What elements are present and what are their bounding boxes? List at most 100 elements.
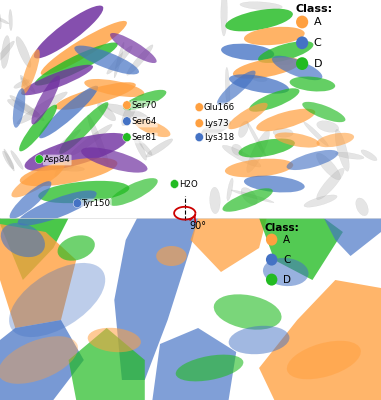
Ellipse shape xyxy=(287,150,338,170)
Ellipse shape xyxy=(11,162,65,198)
Ellipse shape xyxy=(122,98,137,126)
Ellipse shape xyxy=(19,105,57,151)
Text: 90°: 90° xyxy=(189,221,207,231)
Ellipse shape xyxy=(10,181,51,219)
Ellipse shape xyxy=(9,263,105,337)
Text: Tyr150: Tyr150 xyxy=(82,200,111,208)
Circle shape xyxy=(73,199,82,208)
Ellipse shape xyxy=(88,328,141,352)
Ellipse shape xyxy=(109,178,158,206)
Polygon shape xyxy=(259,218,343,280)
Ellipse shape xyxy=(31,76,60,124)
Ellipse shape xyxy=(146,139,173,157)
Ellipse shape xyxy=(34,6,103,58)
Ellipse shape xyxy=(304,122,328,146)
Ellipse shape xyxy=(231,190,274,203)
Ellipse shape xyxy=(0,16,9,24)
Ellipse shape xyxy=(3,151,14,169)
Circle shape xyxy=(195,103,203,112)
Ellipse shape xyxy=(223,188,273,212)
Ellipse shape xyxy=(14,80,29,88)
Ellipse shape xyxy=(221,0,227,36)
Text: A: A xyxy=(283,234,290,244)
Circle shape xyxy=(296,16,308,28)
Text: Ser64: Ser64 xyxy=(131,118,157,126)
Circle shape xyxy=(266,274,277,286)
Ellipse shape xyxy=(88,115,109,165)
Ellipse shape xyxy=(244,176,305,192)
Text: C: C xyxy=(314,38,321,48)
Circle shape xyxy=(123,133,131,142)
Ellipse shape xyxy=(123,90,166,110)
Ellipse shape xyxy=(58,235,95,261)
Ellipse shape xyxy=(17,92,67,124)
Ellipse shape xyxy=(247,130,270,172)
Ellipse shape xyxy=(52,165,74,171)
Ellipse shape xyxy=(41,21,127,75)
Ellipse shape xyxy=(1,36,10,68)
Ellipse shape xyxy=(56,130,80,150)
Text: Glu166: Glu166 xyxy=(204,104,235,112)
Ellipse shape xyxy=(0,41,14,63)
Ellipse shape xyxy=(98,103,116,121)
Ellipse shape xyxy=(256,109,315,131)
Ellipse shape xyxy=(214,294,282,330)
Ellipse shape xyxy=(176,355,243,381)
Ellipse shape xyxy=(201,120,231,136)
Ellipse shape xyxy=(59,102,109,154)
Ellipse shape xyxy=(11,150,23,170)
Polygon shape xyxy=(0,224,76,328)
Ellipse shape xyxy=(225,159,293,177)
Circle shape xyxy=(266,254,277,266)
Ellipse shape xyxy=(107,46,132,74)
Ellipse shape xyxy=(222,145,261,167)
Circle shape xyxy=(170,180,179,188)
Polygon shape xyxy=(114,218,198,380)
Ellipse shape xyxy=(225,67,230,110)
Ellipse shape xyxy=(105,104,149,120)
Polygon shape xyxy=(152,328,236,400)
Polygon shape xyxy=(0,320,84,400)
Ellipse shape xyxy=(229,326,290,354)
Ellipse shape xyxy=(317,133,354,147)
Polygon shape xyxy=(259,280,381,400)
Ellipse shape xyxy=(275,132,320,148)
Ellipse shape xyxy=(217,70,256,106)
Text: Ser70: Ser70 xyxy=(131,102,157,110)
Ellipse shape xyxy=(232,144,242,155)
Ellipse shape xyxy=(134,136,147,160)
Circle shape xyxy=(296,57,308,70)
Ellipse shape xyxy=(20,75,35,93)
Ellipse shape xyxy=(114,42,124,78)
Bar xyxy=(0,0,381,218)
Ellipse shape xyxy=(225,9,293,31)
Ellipse shape xyxy=(335,129,349,171)
Ellipse shape xyxy=(74,46,139,74)
Ellipse shape xyxy=(21,49,40,95)
Ellipse shape xyxy=(247,122,266,156)
Ellipse shape xyxy=(317,121,339,132)
Ellipse shape xyxy=(10,95,44,121)
Ellipse shape xyxy=(8,99,40,117)
Ellipse shape xyxy=(35,42,118,86)
Circle shape xyxy=(123,117,131,126)
Ellipse shape xyxy=(0,336,78,384)
Circle shape xyxy=(195,119,203,128)
Circle shape xyxy=(296,36,308,49)
Ellipse shape xyxy=(55,160,66,176)
Text: Lys73: Lys73 xyxy=(204,120,229,128)
Ellipse shape xyxy=(244,27,305,45)
Ellipse shape xyxy=(290,76,335,92)
Ellipse shape xyxy=(127,45,153,75)
Ellipse shape xyxy=(316,153,341,180)
Ellipse shape xyxy=(221,44,274,60)
Ellipse shape xyxy=(233,57,301,79)
Circle shape xyxy=(266,234,277,246)
Bar xyxy=(0,218,381,400)
Ellipse shape xyxy=(16,36,31,68)
Text: Class:: Class: xyxy=(265,223,299,233)
Ellipse shape xyxy=(70,124,112,156)
Ellipse shape xyxy=(356,198,368,216)
Ellipse shape xyxy=(55,82,136,110)
Ellipse shape xyxy=(302,102,346,122)
